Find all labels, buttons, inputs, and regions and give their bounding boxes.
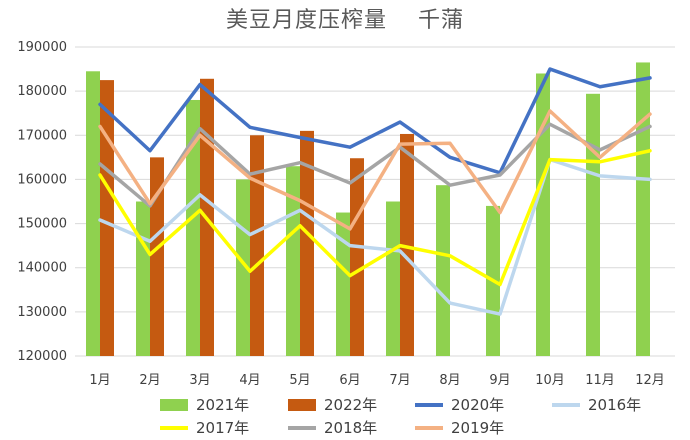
bar	[636, 62, 650, 356]
bar	[586, 93, 600, 356]
x-tick-label: 1月	[89, 373, 110, 388]
series-line	[98, 157, 652, 316]
bar	[386, 201, 400, 356]
bar	[536, 73, 550, 356]
legend-swatch	[288, 399, 316, 411]
bar	[300, 130, 314, 356]
y-tick-label: 140000	[17, 261, 67, 276]
bar	[400, 133, 414, 356]
legend-label: 2017年	[196, 419, 249, 437]
series-line	[98, 109, 652, 231]
x-tick-label: 10月	[535, 373, 565, 388]
legend-label: 2019年	[451, 419, 504, 437]
legend-label: 2016年	[588, 396, 641, 414]
bar	[186, 99, 200, 356]
x-tick-label: 12月	[635, 373, 665, 388]
y-tick-label: 170000	[17, 128, 67, 143]
bar	[350, 158, 364, 356]
bar	[236, 179, 250, 356]
chart-title: 美豆月度压榨量 千蒲	[226, 8, 464, 33]
x-tick-label: 11月	[585, 373, 615, 388]
x-tick-label: 7月	[389, 373, 410, 388]
y-tick-label: 180000	[17, 84, 67, 99]
series-line	[98, 67, 652, 175]
legend-label: 2022年	[324, 396, 377, 414]
x-tick-label: 6月	[339, 373, 360, 388]
x-tick-label: 9月	[489, 373, 510, 388]
bar	[250, 135, 264, 356]
bar	[150, 157, 164, 356]
bar	[136, 201, 150, 356]
bar	[100, 80, 114, 356]
x-tick-label: 8月	[439, 373, 460, 388]
legend-label: 2020年	[451, 396, 504, 414]
y-tick-label: 120000	[17, 349, 67, 364]
series-line	[98, 122, 652, 208]
y-tick-label: 130000	[17, 305, 67, 320]
y-tick-label: 160000	[17, 172, 67, 187]
x-tick-label: 5月	[289, 373, 310, 388]
x-tick-label: 2月	[139, 373, 160, 388]
bar	[436, 185, 450, 356]
y-tick-label: 150000	[17, 217, 67, 232]
bar	[86, 71, 100, 357]
legend-swatch	[160, 399, 188, 411]
x-tick-label: 3月	[189, 373, 210, 388]
series-line	[98, 148, 652, 287]
legend-label: 2018年	[324, 419, 377, 437]
y-tick-label: 190000	[17, 40, 67, 55]
bar	[336, 212, 350, 356]
legend-label: 2021年	[196, 396, 249, 414]
x-tick-label: 4月	[239, 373, 260, 388]
